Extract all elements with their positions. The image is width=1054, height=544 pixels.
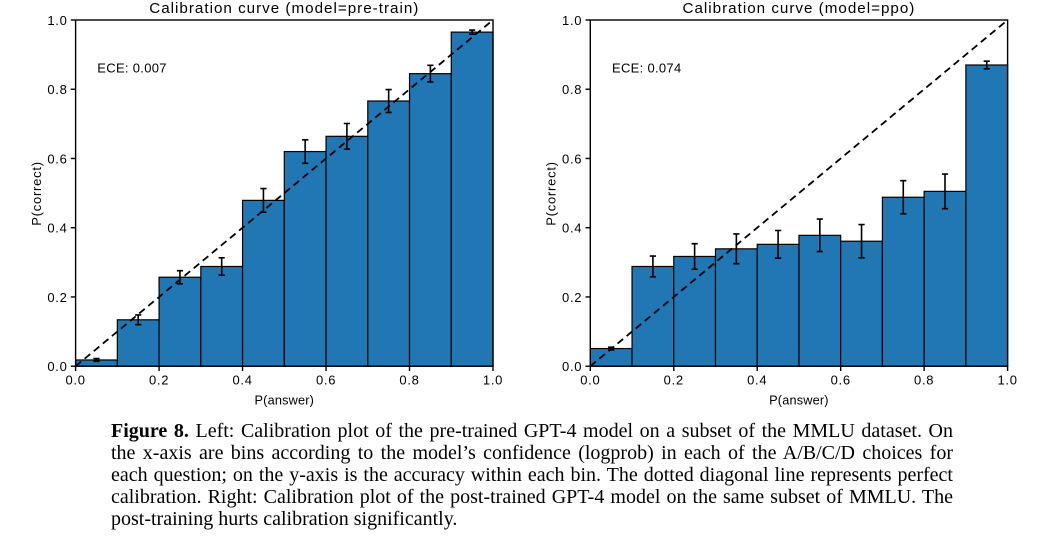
svg-text:Calibration curve (model=ppo): Calibration curve (model=ppo) (683, 0, 916, 17)
svg-text:1.0: 1.0 (483, 372, 503, 387)
svg-text:0.4: 0.4 (747, 372, 767, 387)
svg-text:0.0: 0.0 (562, 359, 582, 374)
svg-text:0.8: 0.8 (399, 372, 419, 387)
svg-text:0.4: 0.4 (562, 221, 582, 236)
svg-text:0.6: 0.6 (831, 372, 851, 387)
svg-text:0.6: 0.6 (562, 151, 582, 166)
svg-text:0.8: 0.8 (562, 82, 582, 97)
svg-text:0.6: 0.6 (47, 151, 67, 166)
svg-text:0.0: 0.0 (47, 359, 67, 374)
svg-text:0.4: 0.4 (47, 221, 67, 236)
svg-text:Calibration curve (model=pre-t: Calibration curve (model=pre-train) (149, 0, 419, 17)
svg-text:P(correct): P(correct) (29, 161, 44, 226)
svg-text:1.0: 1.0 (47, 13, 67, 28)
svg-text:1.0: 1.0 (562, 13, 582, 28)
svg-text:0.0: 0.0 (580, 372, 600, 387)
svg-text:P(answer): P(answer) (254, 394, 314, 408)
svg-text:ECE: 0.074: ECE: 0.074 (612, 61, 682, 76)
svg-text:P(answer): P(answer) (769, 394, 829, 408)
svg-text:ECE: 0.007: ECE: 0.007 (97, 61, 167, 76)
svg-text:0.2: 0.2 (47, 290, 67, 305)
svg-text:0.2: 0.2 (562, 290, 582, 305)
svg-text:0.0: 0.0 (66, 372, 86, 387)
svg-text:1.0: 1.0 (998, 372, 1018, 387)
svg-text:0.8: 0.8 (914, 372, 934, 387)
svg-text:P(correct): P(correct) (544, 161, 559, 226)
svg-text:0.8: 0.8 (47, 82, 67, 97)
svg-text:0.2: 0.2 (149, 372, 169, 387)
svg-text:0.2: 0.2 (664, 372, 684, 387)
svg-text:0.4: 0.4 (232, 372, 252, 387)
svg-text:0.6: 0.6 (316, 372, 336, 387)
